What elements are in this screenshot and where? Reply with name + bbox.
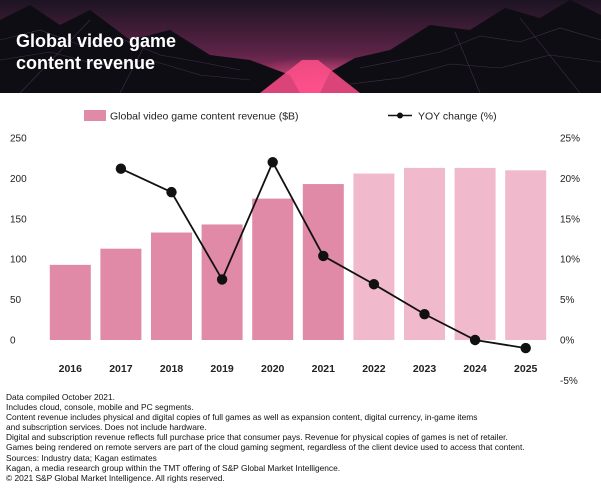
bar-2020 bbox=[252, 198, 294, 340]
footnote-line: Includes cloud, console, mobile and PC s… bbox=[6, 402, 194, 413]
x-tick-label: 2025 bbox=[514, 363, 538, 375]
y-right-tick-label: 20% bbox=[560, 174, 580, 185]
legend-swatch-marker bbox=[397, 112, 403, 119]
mountain-right bbox=[320, 0, 601, 93]
legend-swatch-bar bbox=[84, 110, 106, 121]
bar-2018 bbox=[151, 232, 192, 340]
title-line-1: Global video game bbox=[16, 31, 177, 51]
footnote-line: Content revenue includes physical and di… bbox=[6, 412, 478, 423]
footnote-line: Sources: Industry data; Kagan estimates bbox=[6, 452, 157, 463]
x-tick-label: 2024 bbox=[463, 363, 487, 375]
road bbox=[260, 60, 360, 93]
y-left-tick-label: 200 bbox=[10, 174, 27, 185]
y-right-tick-label: 10% bbox=[560, 255, 580, 266]
bar-2024 bbox=[454, 167, 496, 340]
footnote-line: and subscription services. Does not incl… bbox=[6, 422, 207, 433]
x-axis: 2016 2017 2018 2019 2020 2021 2022 2023 2024 2025 bbox=[59, 363, 538, 375]
y-left-tick-label: 250 bbox=[10, 134, 27, 145]
title-line-2: content revenue bbox=[16, 53, 156, 73]
bar-2022 bbox=[353, 173, 395, 340]
y-left-tick-label: 150 bbox=[10, 214, 27, 225]
y-right-tick-label: 15% bbox=[560, 214, 580, 225]
x-tick-label: 2018 bbox=[160, 363, 184, 375]
yoy-point-2018 bbox=[166, 186, 177, 198]
yoy-point-2022 bbox=[368, 279, 380, 290]
yoy-point-2021 bbox=[318, 250, 329, 262]
legend-label-revenue: Global video game content revenue ($B) bbox=[110, 111, 299, 123]
y-right-tick-label: 5% bbox=[560, 295, 575, 306]
yoy-point-2023 bbox=[419, 308, 430, 320]
y-left-tick-label: 50 bbox=[10, 295, 22, 306]
x-tick-label: 2017 bbox=[109, 363, 133, 375]
bar-series bbox=[49, 167, 547, 340]
footnote-line: © 2021 S&P Global Market Intelligence. A… bbox=[6, 472, 225, 483]
footnote-line: Digital and subscription revenue reflect… bbox=[6, 432, 508, 443]
legend-label-yoy: YOY change (%) bbox=[418, 111, 497, 123]
revenue-chart: Global video game content revenue ($B) Y… bbox=[10, 110, 580, 387]
x-tick-label: 2021 bbox=[312, 363, 336, 375]
line-series bbox=[115, 157, 531, 354]
y-left-tick-label: 0 bbox=[10, 336, 16, 347]
page-title: Global video game content revenue bbox=[16, 30, 216, 74]
y-right-tick-label: 0% bbox=[560, 336, 575, 347]
yoy-point-2025 bbox=[520, 342, 531, 354]
y-axis-right: -5% 0% 5% 10% 15% 20% 25% bbox=[560, 134, 580, 387]
x-tick-label: 2023 bbox=[413, 363, 437, 375]
yoy-point-2019 bbox=[216, 274, 228, 285]
bar-2021 bbox=[302, 184, 344, 340]
footnote-line: Data compiled October 2021. bbox=[6, 392, 115, 402]
mountain-left bbox=[0, 5, 300, 93]
y-right-tick-label: 25% bbox=[560, 134, 580, 145]
yoy-point-2020 bbox=[267, 157, 278, 168]
footnote-line: Games being rendered on remote servers a… bbox=[6, 442, 525, 453]
x-tick-label: 2020 bbox=[261, 363, 285, 375]
bar-2017 bbox=[100, 248, 142, 340]
x-tick-label: 2019 bbox=[210, 363, 234, 375]
x-tick-label: 2022 bbox=[362, 363, 386, 375]
yoy-point-2017 bbox=[115, 163, 127, 174]
footnote-line: Kagan, a media research group within the… bbox=[6, 462, 341, 473]
bar-2025 bbox=[505, 170, 547, 340]
y-axis-left: 0 50 100 150 200 250 bbox=[10, 134, 27, 347]
chart-legend: Global video game content revenue ($B) Y… bbox=[84, 110, 497, 123]
x-tick-label: 2016 bbox=[59, 363, 83, 375]
footnotes: Data compiled October 2021. Includes clou… bbox=[6, 392, 596, 483]
bar-2016 bbox=[49, 264, 91, 340]
header-banner bbox=[0, 0, 601, 93]
y-left-tick-label: 100 bbox=[10, 255, 27, 266]
yoy-point-2024 bbox=[469, 334, 481, 346]
y-right-tick-label: -5% bbox=[560, 376, 578, 387]
